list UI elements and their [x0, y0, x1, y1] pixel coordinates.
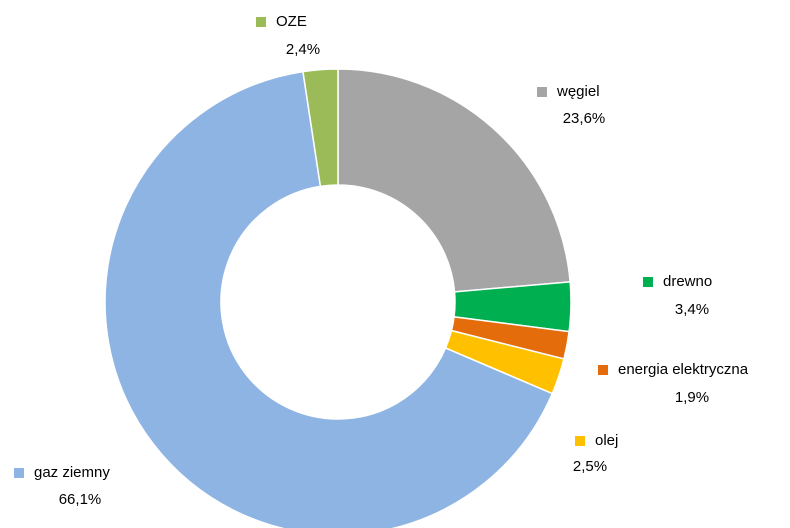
- value-label: 2,4%: [286, 41, 320, 58]
- legend-marker: [575, 436, 585, 446]
- slice: [302, 68, 339, 188]
- slice-label: gaz ziemny: [34, 464, 110, 481]
- slice-label: energia elektryczna: [618, 361, 749, 378]
- slice-label: węgiel: [556, 83, 600, 100]
- value-label: 3,4%: [675, 301, 709, 318]
- slice-label: OZE: [276, 13, 307, 30]
- legend-marker: [537, 87, 547, 97]
- slice: [104, 70, 554, 528]
- value-label: 1,9%: [675, 389, 709, 406]
- legend-marker: [598, 365, 608, 375]
- legend-marker: [14, 468, 24, 478]
- value-label: 23,6%: [563, 110, 606, 127]
- value-label: 66,1%: [59, 491, 102, 508]
- slice-label: olej: [595, 432, 618, 449]
- slice-label: drewno: [663, 273, 712, 290]
- legend-marker: [256, 17, 266, 27]
- slice: [337, 68, 571, 293]
- legend-marker: [643, 277, 653, 287]
- value-label: 2,5%: [573, 458, 607, 475]
